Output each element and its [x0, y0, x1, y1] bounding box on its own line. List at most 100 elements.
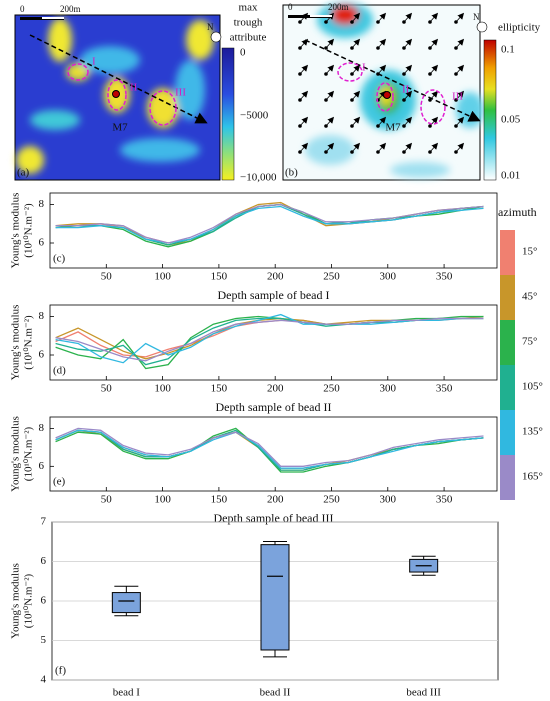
- x-tick-label: 200: [267, 271, 284, 283]
- y-tick-label: 6: [39, 237, 45, 249]
- series-line: [55, 317, 484, 366]
- panel-label: (b): [285, 167, 298, 179]
- scale-label: 0: [288, 2, 293, 12]
- x-tick-label: bead I: [113, 687, 141, 699]
- colorbar: [221, 47, 235, 181]
- arrow: [429, 116, 439, 127]
- bead-outline: [67, 63, 89, 81]
- series-line: [55, 317, 484, 362]
- legend-label: 15°: [522, 246, 537, 258]
- colorbar-tick: 0: [240, 47, 246, 59]
- bead-label: I: [362, 62, 366, 74]
- arrow: [455, 142, 465, 153]
- legend-swatch: [500, 455, 515, 500]
- colorbar-tick: −10,000: [240, 172, 277, 184]
- legend-swatch: [500, 320, 515, 365]
- series-line: [55, 315, 484, 360]
- arrow: [351, 12, 361, 23]
- panel-label: (d): [53, 365, 66, 377]
- series-line: [55, 427, 484, 467]
- arrow: [377, 64, 387, 75]
- y-tick-label: 8: [39, 422, 45, 434]
- arrow: [351, 116, 361, 127]
- arrow: [351, 38, 361, 49]
- bead-label: II: [402, 84, 410, 96]
- y-tick-label: 4: [41, 674, 47, 686]
- scale-label: 200m: [60, 4, 81, 14]
- north-label: N: [473, 12, 480, 22]
- y-axis-label: Young's modulus: [10, 193, 22, 269]
- legend-swatch: [500, 410, 515, 455]
- legend-label: 105°: [522, 381, 543, 393]
- arrow: [455, 38, 465, 49]
- arrow: [403, 64, 413, 75]
- colorbar-title: ellipticity: [498, 22, 541, 34]
- well-label: M7: [112, 122, 128, 134]
- arrow: [325, 90, 335, 101]
- y-axis-label: Young's modulus: [10, 416, 22, 492]
- x-tick-label: 300: [380, 383, 397, 395]
- y-tick-label: 6: [39, 460, 45, 472]
- arrow: [377, 142, 387, 153]
- arrow: [299, 142, 309, 153]
- legend-label: 165°: [522, 471, 543, 483]
- x-tick-label: 250: [323, 383, 340, 395]
- y-tick-label: 8: [39, 198, 45, 210]
- colorbar-tick: −5000: [240, 110, 269, 122]
- colorbar: [483, 39, 497, 181]
- x-axis-label: Depth sample of bead III: [214, 511, 334, 525]
- bead-label: I: [92, 56, 96, 68]
- arrow: [403, 90, 413, 101]
- series-line: [55, 427, 484, 473]
- colorbar-title: trough: [234, 17, 263, 29]
- legend-swatch: [500, 275, 515, 320]
- arrow: [403, 12, 413, 23]
- arrow: [299, 38, 309, 49]
- legend-label: 75°: [522, 336, 537, 348]
- x-tick-label: 100: [154, 271, 171, 283]
- bead-label: III: [175, 87, 186, 99]
- scale-bar-white: [310, 15, 332, 17]
- series-line: [55, 203, 484, 244]
- arrow: [351, 90, 361, 101]
- y-tick-label: 6: [41, 595, 47, 607]
- arrow: [455, 116, 465, 127]
- x-tick-label: 150: [211, 271, 228, 283]
- x-tick-label: 200: [267, 494, 284, 506]
- arrow: [325, 38, 335, 49]
- arrow: [325, 116, 335, 127]
- well-label: M7: [385, 122, 401, 134]
- bead-outline: [337, 62, 363, 82]
- x-tick-label: 150: [211, 383, 228, 395]
- x-axis-label: Depth sample of bead II: [216, 400, 332, 414]
- x-tick-label: 300: [380, 494, 397, 506]
- x-tick-label: 350: [436, 383, 453, 395]
- legend-swatch: [500, 230, 515, 275]
- y-axis-label: Young's modulus: [10, 305, 22, 381]
- arrow: [377, 12, 387, 23]
- azimuth-arrows: [298, 12, 465, 154]
- bead-outline: [376, 82, 394, 112]
- series-line: [55, 203, 484, 244]
- bead-label: II: [130, 82, 138, 94]
- arrow: [377, 38, 387, 49]
- box: [111, 592, 141, 614]
- bead-label: III: [452, 91, 463, 103]
- x-tick-label: 50: [101, 494, 113, 506]
- arrow: [429, 142, 439, 153]
- series-line: [55, 201, 484, 246]
- x-tick-label: 50: [101, 271, 113, 283]
- panel-label: (a): [17, 167, 30, 179]
- arrow: [429, 38, 439, 49]
- plot-frame: [49, 304, 498, 381]
- x-tick-label: 100: [154, 383, 171, 395]
- colorbar-title: attribute: [230, 32, 267, 44]
- legend-label: 45°: [522, 291, 537, 303]
- bead-outline: [107, 79, 127, 111]
- plot-frame: [49, 192, 498, 269]
- series-line: [55, 317, 484, 358]
- arrow: [429, 64, 439, 75]
- legend-swatch: [500, 365, 515, 410]
